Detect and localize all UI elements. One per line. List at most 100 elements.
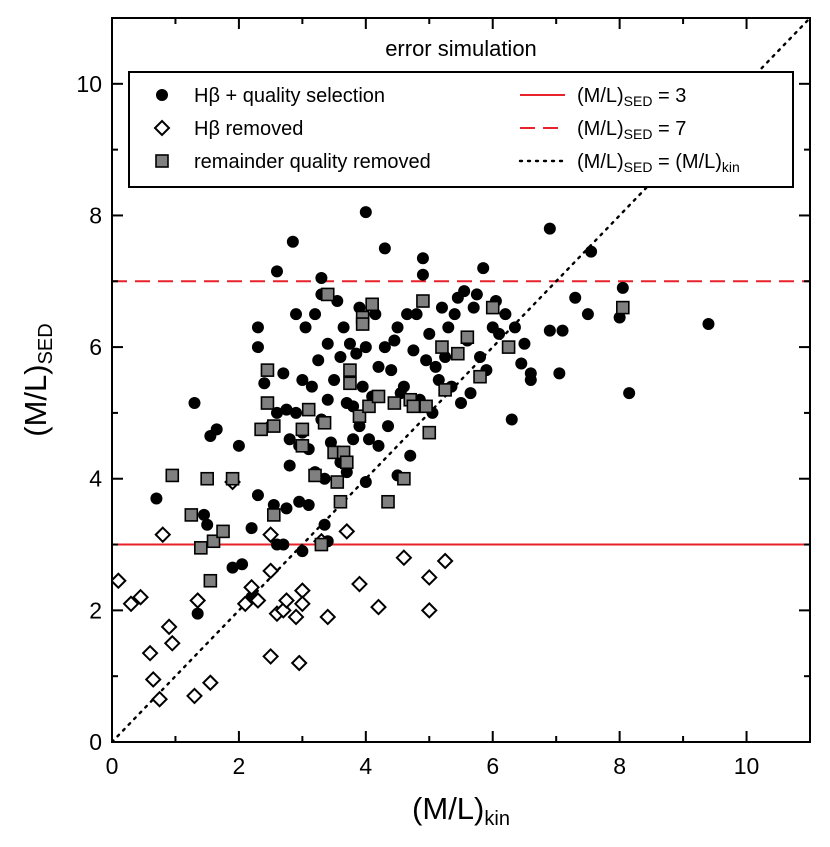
point-remainder-removed [365,297,379,312]
point-remainder-removed [260,396,275,410]
point-remainder-removed [194,541,208,555]
point-hbeta-quality [280,403,293,416]
point-hbeta-quality [467,301,480,314]
point-remainder-removed [320,287,335,302]
x-tick-label: 6 [486,753,499,779]
point-hbeta-removed [420,569,438,586]
point-hbeta-quality [340,466,353,479]
point-hbeta-quality [702,318,715,331]
legend-label-ml7: (M/L)SED = 7 [577,118,686,142]
point-hbeta-quality [382,420,395,433]
point-hbeta-removed [243,578,261,596]
point-hbeta-quality [347,433,360,446]
point-hbeta-quality [286,235,299,248]
point-hbeta-quality [353,420,366,433]
point-hbeta-removed [420,601,438,619]
legend-label-ml3: (M/L)SED = 3 [577,85,686,109]
point-hbeta-quality [623,387,636,400]
point-hbeta-removed [144,671,162,688]
point-remainder-removed [308,468,322,483]
point-remainder-removed [387,396,402,410]
point-hbeta-quality [191,607,204,620]
point-hbeta-quality [277,367,290,380]
point-hbeta-quality [585,245,598,258]
point-remainder-removed [501,340,516,354]
point-hbeta-removed [370,598,387,616]
point-remainder-removed [260,363,275,377]
point-hbeta-quality [359,341,372,354]
point-hbeta-quality [188,397,201,410]
x-tick-label: 4 [359,753,372,779]
legend-label-hbeta-quality: Hβ + quality selection [194,85,385,107]
point-hbeta-removed [163,634,181,652]
point-remainder-removed [451,346,465,361]
point-hbeta-quality [201,518,214,531]
point-hbeta-removed [249,592,267,609]
point-hbeta-quality [347,400,360,413]
legend-box [128,71,794,188]
point-hbeta-quality [315,271,328,284]
point-hbeta-quality [290,308,303,321]
point-hbeta-quality [343,337,356,350]
point-hbeta-quality [309,308,322,321]
plot-frame [111,17,811,743]
point-hbeta-quality [232,439,245,452]
point-remainder-removed [254,422,268,437]
reference-line-one-to-one [112,18,810,742]
legend-marker-square [155,154,169,168]
point-hbeta-quality [359,476,372,489]
point-hbeta-quality [258,377,271,390]
point-hbeta-quality [198,508,211,521]
point-hbeta-quality [318,518,331,531]
point-hbeta-removed [132,588,149,606]
point-hbeta-removed [151,690,169,708]
point-hbeta-removed [186,687,203,705]
point-hbeta-quality [328,374,341,386]
point-hbeta-quality [372,439,385,452]
point-remainder-removed [438,383,452,397]
y-tick-label: 2 [89,597,102,623]
axis-ticks: 0 2 4 6 8 10 0 2 4 6 8 10 [76,17,811,779]
point-remainder-removed [352,409,367,424]
x-tick-label: 8 [613,753,626,779]
point-hbeta-quality [267,499,280,512]
point-remainder-removed [267,419,281,433]
point-hbeta-quality [556,324,569,337]
point-hbeta-removed [319,608,337,626]
point-hbeta-removed [122,595,140,613]
point-hbeta-quality [270,538,283,551]
point-hbeta-quality [439,350,452,363]
point-hbeta-quality [350,347,363,360]
legend-marker-circle [156,89,168,101]
point-hbeta-removed [262,648,280,665]
point-hbeta-quality [442,321,455,334]
point-remainder-removed [295,439,310,453]
point-hbeta-quality [505,413,518,426]
point-hbeta-removed [236,595,254,613]
point-hbeta-quality [293,495,306,508]
point-hbeta-quality [385,364,398,377]
point-hbeta-removed [395,549,413,567]
point-remainder-removed [371,389,386,404]
point-hbeta-quality [378,341,391,354]
point-hbeta-quality [299,321,312,334]
point-remainder-removed [422,425,437,440]
reference-lines [112,18,810,742]
point-hbeta-quality [464,387,477,400]
point-hbeta-removed [160,618,178,636]
chart-title: error simulation [385,36,537,61]
point-hbeta-quality [296,545,309,558]
legend-marker-diamond [153,119,171,137]
point-hbeta-quality [312,354,325,367]
point-remainder-removed [355,317,370,331]
point-hbeta-removed [189,592,207,609]
point-hbeta-removed [262,562,280,580]
point-remainder-removed [416,294,430,308]
point-hbeta-quality [407,344,420,357]
point-hbeta-quality [321,337,334,350]
point-hbeta-quality [477,262,490,275]
point-hbeta-quality [356,380,369,393]
point-hbeta-quality [388,334,401,347]
y-tick-label: 10 [76,71,102,97]
point-hbeta-quality [302,499,315,512]
